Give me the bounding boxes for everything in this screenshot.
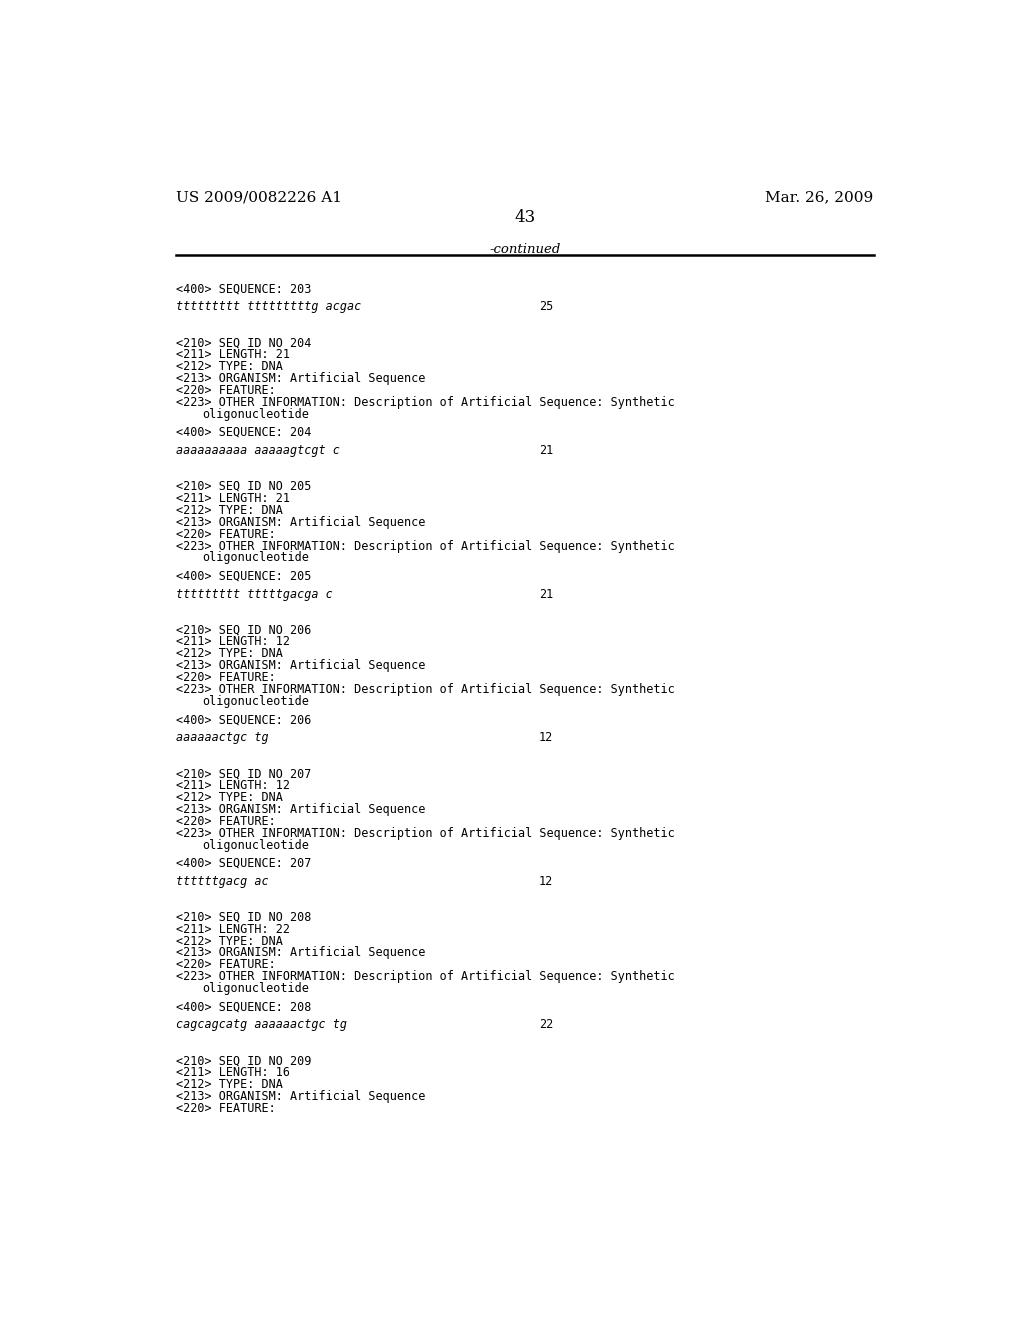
Text: 21: 21 [539,444,553,457]
Text: ttttttttt tttttgacga c: ttttttttt tttttgacga c [176,587,333,601]
Text: <220> FEATURE:: <220> FEATURE: [176,528,275,541]
Text: <213> ORGANISM: Artificial Sequence: <213> ORGANISM: Artificial Sequence [176,516,425,529]
Text: <213> ORGANISM: Artificial Sequence: <213> ORGANISM: Artificial Sequence [176,659,425,672]
Text: <211> LENGTH: 12: <211> LENGTH: 12 [176,635,290,648]
Text: <213> ORGANISM: Artificial Sequence: <213> ORGANISM: Artificial Sequence [176,1090,425,1104]
Text: 12: 12 [539,731,553,744]
Text: <211> LENGTH: 21: <211> LENGTH: 21 [176,492,290,504]
Text: <212> TYPE: DNA: <212> TYPE: DNA [176,791,283,804]
Text: <212> TYPE: DNA: <212> TYPE: DNA [176,360,283,374]
Text: <212> TYPE: DNA: <212> TYPE: DNA [176,935,283,948]
Text: <211> LENGTH: 22: <211> LENGTH: 22 [176,923,290,936]
Text: oligonucleotide: oligonucleotide [203,408,309,421]
Text: <210> SEQ ID NO 209: <210> SEQ ID NO 209 [176,1055,311,1068]
Text: <220> FEATURE:: <220> FEATURE: [176,814,275,828]
Text: <211> LENGTH: 16: <211> LENGTH: 16 [176,1067,290,1080]
Text: <220> FEATURE:: <220> FEATURE: [176,671,275,684]
Text: 22: 22 [539,1019,553,1031]
Text: cagcagcatg aaaaaactgc tg: cagcagcatg aaaaaactgc tg [176,1019,347,1031]
Text: <213> ORGANISM: Artificial Sequence: <213> ORGANISM: Artificial Sequence [176,803,425,816]
Text: oligonucleotide: oligonucleotide [203,982,309,995]
Text: <210> SEQ ID NO 207: <210> SEQ ID NO 207 [176,767,311,780]
Text: <212> TYPE: DNA: <212> TYPE: DNA [176,504,283,516]
Text: <212> TYPE: DNA: <212> TYPE: DNA [176,1078,283,1092]
Text: <400> SEQUENCE: 205: <400> SEQUENCE: 205 [176,570,311,582]
Text: <210> SEQ ID NO 204: <210> SEQ ID NO 204 [176,337,311,350]
Text: <220> FEATURE:: <220> FEATURE: [176,958,275,972]
Text: <211> LENGTH: 12: <211> LENGTH: 12 [176,779,290,792]
Text: <213> ORGANISM: Artificial Sequence: <213> ORGANISM: Artificial Sequence [176,946,425,960]
Text: <223> OTHER INFORMATION: Description of Artificial Sequence: Synthetic: <223> OTHER INFORMATION: Description of … [176,826,675,840]
Text: 43: 43 [514,209,536,226]
Text: <220> FEATURE:: <220> FEATURE: [176,384,275,397]
Text: <400> SEQUENCE: 204: <400> SEQUENCE: 204 [176,426,311,440]
Text: 21: 21 [539,587,553,601]
Text: <213> ORGANISM: Artificial Sequence: <213> ORGANISM: Artificial Sequence [176,372,425,385]
Text: <220> FEATURE:: <220> FEATURE: [176,1102,275,1115]
Text: <210> SEQ ID NO 206: <210> SEQ ID NO 206 [176,623,311,636]
Text: <400> SEQUENCE: 207: <400> SEQUENCE: 207 [176,857,311,870]
Text: <223> OTHER INFORMATION: Description of Artificial Sequence: Synthetic: <223> OTHER INFORMATION: Description of … [176,684,675,696]
Text: <223> OTHER INFORMATION: Description of Artificial Sequence: Synthetic: <223> OTHER INFORMATION: Description of … [176,540,675,553]
Text: -continued: -continued [489,243,560,256]
Text: <211> LENGTH: 21: <211> LENGTH: 21 [176,348,290,362]
Text: 25: 25 [539,301,553,313]
Text: <223> OTHER INFORMATION: Description of Artificial Sequence: Synthetic: <223> OTHER INFORMATION: Description of … [176,970,675,983]
Text: oligonucleotide: oligonucleotide [203,552,309,565]
Text: <212> TYPE: DNA: <212> TYPE: DNA [176,647,283,660]
Text: aaaaaaaaaa aaaaagtcgt c: aaaaaaaaaa aaaaagtcgt c [176,444,340,457]
Text: 12: 12 [539,875,553,888]
Text: Mar. 26, 2009: Mar. 26, 2009 [765,191,873,205]
Text: <400> SEQUENCE: 206: <400> SEQUENCE: 206 [176,713,311,726]
Text: ttttttttt tttttttttg acgac: ttttttttt tttttttttg acgac [176,301,361,313]
Text: oligonucleotide: oligonucleotide [203,838,309,851]
Text: <223> OTHER INFORMATION: Description of Artificial Sequence: Synthetic: <223> OTHER INFORMATION: Description of … [176,396,675,409]
Text: US 2009/0082226 A1: US 2009/0082226 A1 [176,191,342,205]
Text: <400> SEQUENCE: 203: <400> SEQUENCE: 203 [176,282,311,296]
Text: <210> SEQ ID NO 208: <210> SEQ ID NO 208 [176,911,311,924]
Text: <400> SEQUENCE: 208: <400> SEQUENCE: 208 [176,1001,311,1014]
Text: aaaaaactgc tg: aaaaaactgc tg [176,731,268,744]
Text: oligonucleotide: oligonucleotide [203,696,309,708]
Text: ttttttgacg ac: ttttttgacg ac [176,875,268,888]
Text: <210> SEQ ID NO 205: <210> SEQ ID NO 205 [176,480,311,492]
